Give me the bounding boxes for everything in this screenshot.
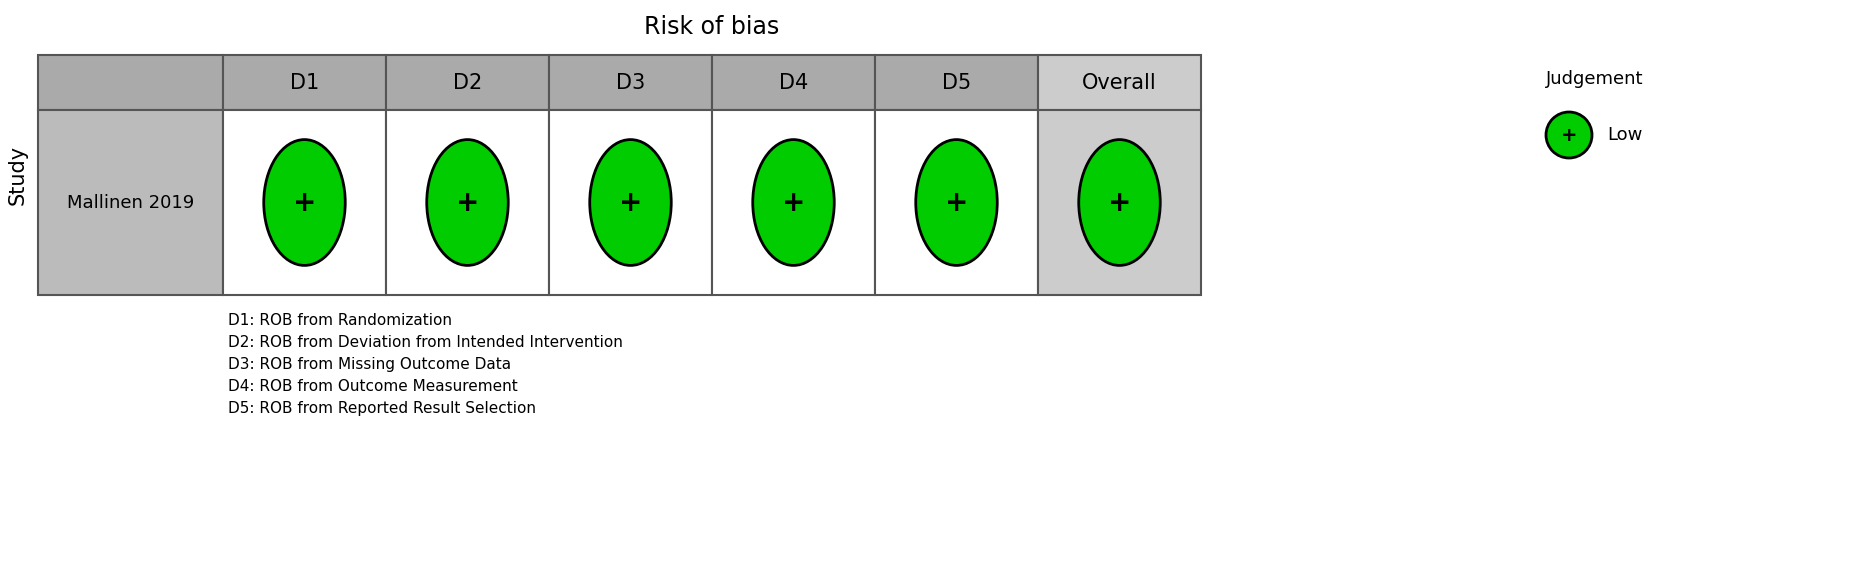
Text: D4: ROB from Outcome Measurement: D4: ROB from Outcome Measurement [228, 379, 518, 394]
Text: +: + [944, 188, 968, 217]
Text: D5: D5 [940, 73, 970, 93]
Ellipse shape [1545, 112, 1592, 158]
Text: Mallinen 2019: Mallinen 2019 [67, 194, 195, 211]
Text: D3: ROB from Missing Outcome Data: D3: ROB from Missing Outcome Data [228, 357, 510, 372]
FancyBboxPatch shape [874, 55, 1037, 110]
Text: +: + [293, 188, 315, 217]
FancyBboxPatch shape [223, 55, 386, 110]
Text: +: + [1107, 188, 1130, 217]
FancyBboxPatch shape [223, 110, 386, 295]
Text: Risk of bias: Risk of bias [644, 15, 779, 39]
FancyBboxPatch shape [386, 110, 549, 295]
Ellipse shape [915, 140, 996, 265]
Text: D3: D3 [616, 73, 646, 93]
Text: +: + [618, 188, 642, 217]
Text: Low: Low [1606, 126, 1642, 144]
Text: D4: D4 [779, 73, 807, 93]
Text: D2: ROB from Deviation from Intended Intervention: D2: ROB from Deviation from Intended Int… [228, 335, 623, 350]
FancyBboxPatch shape [386, 55, 549, 110]
Text: Judgement: Judgement [1545, 70, 1644, 88]
Text: +: + [781, 188, 805, 217]
Ellipse shape [263, 140, 345, 265]
Text: D1: ROB from Randomization: D1: ROB from Randomization [228, 313, 453, 328]
Text: D5: ROB from Reported Result Selection: D5: ROB from Reported Result Selection [228, 401, 536, 416]
Ellipse shape [590, 140, 672, 265]
FancyBboxPatch shape [549, 55, 712, 110]
FancyBboxPatch shape [549, 110, 712, 295]
Text: Overall: Overall [1081, 73, 1156, 93]
FancyBboxPatch shape [37, 110, 223, 295]
Text: D1: D1 [289, 73, 319, 93]
Text: +: + [456, 188, 479, 217]
Text: +: + [1560, 126, 1577, 144]
Ellipse shape [427, 140, 508, 265]
Text: Study: Study [7, 145, 28, 205]
Ellipse shape [753, 140, 833, 265]
FancyBboxPatch shape [1037, 110, 1200, 295]
FancyBboxPatch shape [37, 55, 223, 110]
FancyBboxPatch shape [1037, 55, 1200, 110]
FancyBboxPatch shape [712, 110, 874, 295]
FancyBboxPatch shape [874, 110, 1037, 295]
FancyBboxPatch shape [712, 55, 874, 110]
Text: D2: D2 [453, 73, 482, 93]
Ellipse shape [1078, 140, 1159, 265]
